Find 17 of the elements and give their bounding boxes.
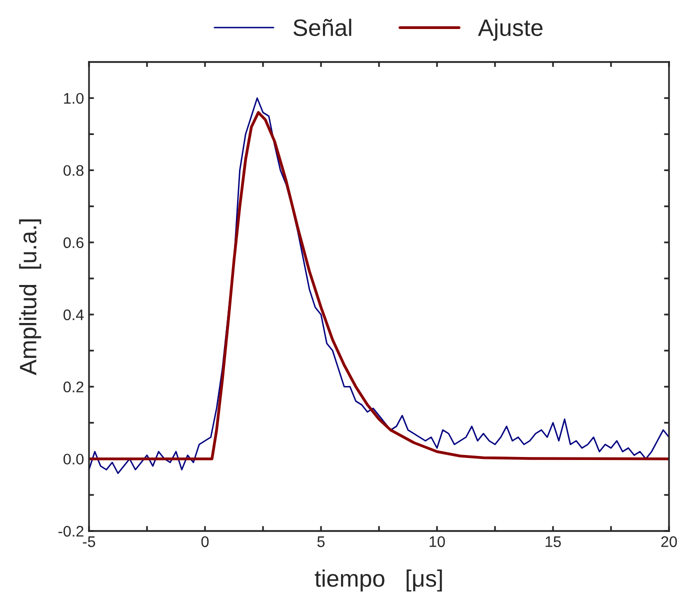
- legend-label: Ajuste: [478, 18, 542, 41]
- x-tick-label: 10: [430, 536, 445, 548]
- y-tick-label: 0.0: [64, 454, 84, 465]
- y-tick-label: 0.6: [64, 237, 84, 248]
- y-tick-label: 0.4: [64, 309, 84, 320]
- x-tick-label: 15: [546, 536, 561, 548]
- y-tick-label: 0.8: [64, 165, 84, 176]
- x-tick-label: 0: [201, 536, 209, 548]
- x-tick-label: 20: [661, 536, 677, 548]
- x-axis-title: tiempo [μs]: [314, 570, 442, 592]
- legend-label: Señal: [293, 18, 352, 36]
- x-tick-label: 5: [317, 536, 325, 548]
- y-tick-label: 1.0: [64, 92, 84, 104]
- y-axis-title: Amplitud [u.a.]: [19, 219, 42, 376]
- x-tick-label: -5: [82, 536, 96, 548]
- y-tick-label: 0.2: [64, 382, 84, 392]
- y-tick-label: -0.2: [58, 526, 84, 537]
